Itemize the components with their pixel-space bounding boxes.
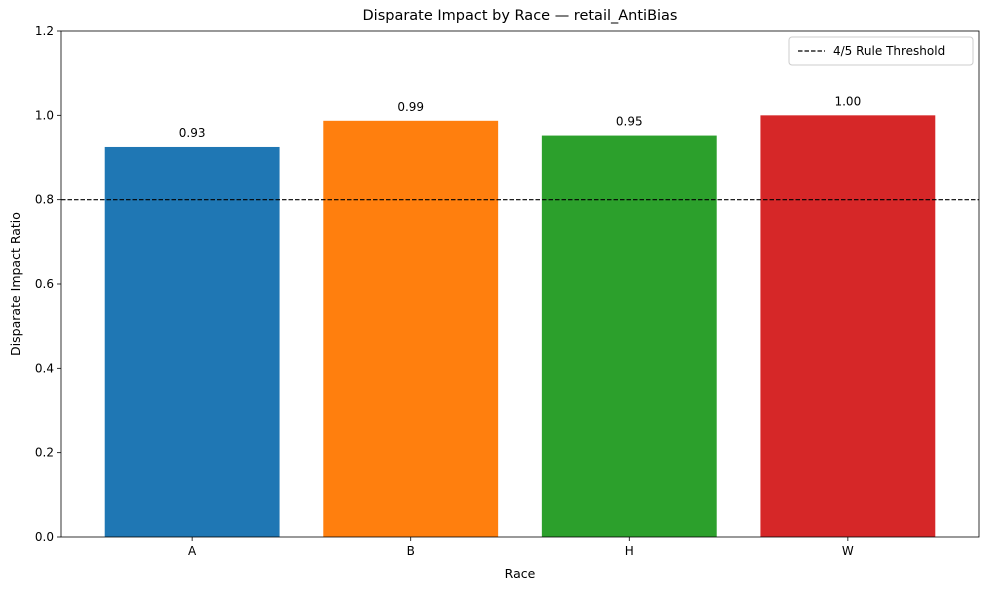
legend: 4/5 Rule Threshold — [788, 36, 974, 66]
y-tick-label: 0.2 — [35, 446, 54, 460]
y-tick-label: 0.0 — [35, 530, 54, 544]
x-tick-label-W: W — [842, 544, 854, 558]
chart-title: Disparate Impact by Race — retail_AntiBi… — [363, 8, 678, 24]
y-tick-label: 0.6 — [35, 277, 54, 291]
y-tick-label: 0.8 — [35, 193, 54, 207]
data-label-W: 1.00 — [834, 94, 861, 108]
legend-label-threshold: 4/5 Rule Threshold — [833, 44, 945, 58]
bar-H — [541, 135, 717, 537]
legend-box — [788, 36, 974, 66]
y-axis-label: Disparate Impact Ratio — [8, 212, 23, 356]
x-tick-label-B: B — [407, 544, 415, 558]
data-label-H: 0.95 — [616, 115, 643, 129]
data-label-A: 0.93 — [179, 126, 206, 140]
y-tick-label: 0.4 — [35, 361, 54, 375]
y-tick-label: 1.0 — [35, 108, 54, 122]
x-tick-label-A: A — [188, 544, 197, 558]
y-tick-label: 1.2 — [35, 24, 54, 38]
bar-A — [104, 146, 280, 538]
x-tick-label-H: H — [625, 544, 634, 558]
bar-W — [760, 115, 936, 537]
data-label-B: 0.99 — [397, 100, 424, 114]
bar-B — [323, 120, 499, 537]
plot-area: 0.93 A 0.99 B 0.95 H 1.00 W 0.0 0.2 0.4 0.6 0.8 1.0 1.… — [35, 24, 980, 558]
x-axis-label: Race — [505, 566, 536, 581]
axes-frame — [60, 30, 980, 538]
